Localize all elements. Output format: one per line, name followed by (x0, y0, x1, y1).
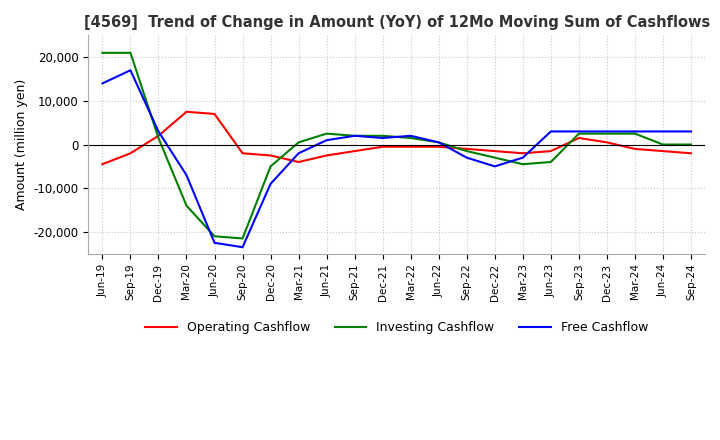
Operating Cashflow (126, 150, 135, 156)
Free Cashflow (266, 181, 275, 187)
Operating Cashflow (238, 150, 247, 156)
Operating Cashflow (266, 153, 275, 158)
Free Cashflow (182, 172, 191, 178)
Operating Cashflow (351, 148, 359, 154)
Investing Cashflow (294, 140, 303, 145)
Operating Cashflow (631, 146, 639, 151)
Investing Cashflow (182, 203, 191, 209)
Free Cashflow (659, 129, 667, 134)
Investing Cashflow (603, 131, 611, 136)
Operating Cashflow (687, 150, 696, 156)
Free Cashflow (518, 155, 527, 160)
Investing Cashflow (98, 50, 107, 55)
Investing Cashflow (518, 161, 527, 167)
Free Cashflow (462, 155, 471, 160)
Operating Cashflow (294, 159, 303, 165)
Free Cashflow (490, 164, 499, 169)
Free Cashflow (603, 129, 611, 134)
Operating Cashflow (546, 148, 555, 154)
Investing Cashflow (546, 159, 555, 165)
Operating Cashflow (210, 111, 219, 117)
Free Cashflow (687, 129, 696, 134)
Line: Investing Cashflow: Investing Cashflow (102, 53, 691, 238)
Free Cashflow (575, 129, 583, 134)
Free Cashflow (546, 129, 555, 134)
Investing Cashflow (575, 131, 583, 136)
Operating Cashflow (490, 148, 499, 154)
Investing Cashflow (238, 236, 247, 241)
Operating Cashflow (182, 109, 191, 114)
Investing Cashflow (434, 140, 443, 145)
Legend: Operating Cashflow, Investing Cashflow, Free Cashflow: Operating Cashflow, Investing Cashflow, … (140, 316, 653, 339)
Free Cashflow (238, 245, 247, 250)
Y-axis label: Amount (million yen): Amount (million yen) (15, 79, 28, 210)
Investing Cashflow (323, 131, 331, 136)
Free Cashflow (351, 133, 359, 139)
Investing Cashflow (154, 136, 163, 141)
Free Cashflow (434, 140, 443, 145)
Free Cashflow (379, 136, 387, 141)
Investing Cashflow (490, 155, 499, 160)
Free Cashflow (126, 68, 135, 73)
Line: Operating Cashflow: Operating Cashflow (102, 112, 691, 164)
Free Cashflow (323, 138, 331, 143)
Free Cashflow (631, 129, 639, 134)
Operating Cashflow (434, 144, 443, 149)
Investing Cashflow (126, 50, 135, 55)
Title: [4569]  Trend of Change in Amount (YoY) of 12Mo Moving Sum of Cashflows: [4569] Trend of Change in Amount (YoY) o… (84, 15, 710, 30)
Operating Cashflow (575, 136, 583, 141)
Line: Free Cashflow: Free Cashflow (102, 70, 691, 247)
Operating Cashflow (154, 133, 163, 139)
Investing Cashflow (210, 234, 219, 239)
Investing Cashflow (266, 164, 275, 169)
Operating Cashflow (98, 161, 107, 167)
Investing Cashflow (659, 142, 667, 147)
Free Cashflow (406, 133, 415, 139)
Investing Cashflow (631, 131, 639, 136)
Operating Cashflow (518, 150, 527, 156)
Operating Cashflow (406, 144, 415, 149)
Operating Cashflow (659, 148, 667, 154)
Operating Cashflow (379, 144, 387, 149)
Free Cashflow (210, 240, 219, 246)
Investing Cashflow (462, 148, 471, 154)
Operating Cashflow (462, 146, 471, 151)
Investing Cashflow (351, 133, 359, 139)
Operating Cashflow (323, 153, 331, 158)
Investing Cashflow (406, 136, 415, 141)
Free Cashflow (154, 129, 163, 134)
Free Cashflow (294, 150, 303, 156)
Investing Cashflow (687, 142, 696, 147)
Operating Cashflow (603, 140, 611, 145)
Free Cashflow (98, 81, 107, 86)
Investing Cashflow (379, 133, 387, 139)
